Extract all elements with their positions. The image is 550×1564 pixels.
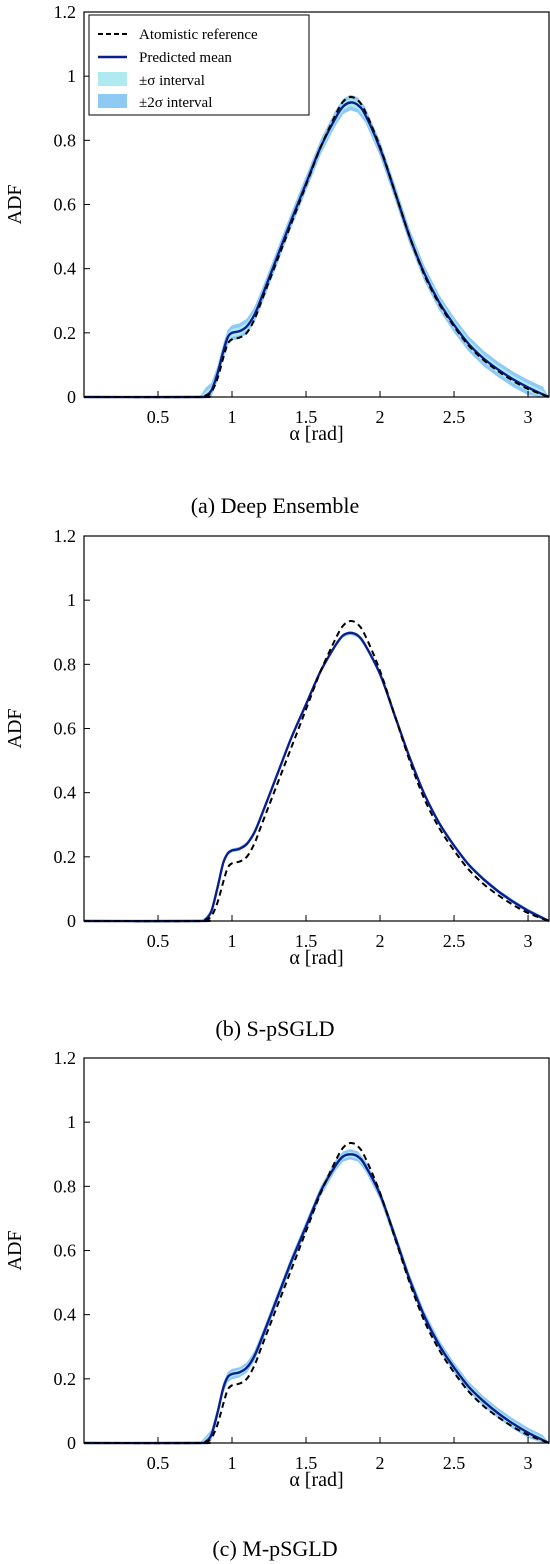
predicted-mean-line [83,631,550,923]
y-tick-label: 0.6 [54,1241,77,1261]
y-axis-title: ADF [4,708,26,748]
panel-caption: (b) S-pSGLD [215,1016,334,1041]
uncertainty-bands [84,1149,549,1443]
y-tick-label: 1 [67,590,76,610]
plot-frame [83,535,550,922]
x-axis-title: α [rad] [289,423,343,445]
panel-deep-ensemble: 0.5 1 1.5 2 2.5 3 0 0.2 0.4 0.6 0.8 1 1.2 ADF α [rad… [4,2,550,518]
x-tick-label: 1 [228,1453,237,1473]
panel-m-psgld: 0.5 1 1.5 2 2.5 3 0 0.2 0.4 0.6 0.8 1 1.2 ADF α [rad… [4,1048,550,1561]
x-axis-title: α [rad] [289,1469,343,1491]
x-tick-label: 2 [376,1453,385,1473]
series-lines [83,1141,550,1445]
y-axis-title: ADF [4,1230,26,1270]
series-lines [83,619,550,923]
x-tick-label: 2 [376,407,385,427]
axis-ticks: 0.5 1 1.5 2 2.5 3 0 0.2 0.4 0.6 0.8 1 1.2 [54,2,533,427]
x-tick-label: 1.5 [295,1453,318,1473]
predicted-mean-line [83,1153,550,1445]
band-2sigma [84,1149,549,1443]
x-axis-title: α [rad] [289,947,343,969]
y-tick-label: 1.2 [54,2,77,22]
y-tick-label: 0.8 [54,1176,77,1196]
y-tick-label: 0.2 [54,323,77,343]
x-tick-label: 0.5 [147,931,170,951]
y-tick-label: 1 [67,1112,76,1132]
x-tick-label: 0.5 [147,1453,170,1473]
y-tick-label: 0.2 [54,1369,77,1389]
x-tick-label: 1 [228,931,237,951]
axis-ticks: 0.5 1 1.5 2 2.5 3 0 0.2 0.4 0.6 0.8 1 1.2 [54,1048,533,1473]
plot-frame [83,1057,550,1444]
panel-caption: (c) M-pSGLD [212,1536,337,1561]
uncertainty-bands [84,94,549,398]
y-tick-label: 1.2 [54,526,77,546]
y-tick-label: 0.2 [54,847,77,867]
legend-label-sigma2: ±2σ interval [139,95,212,111]
x-tick-label: 3 [524,1453,533,1473]
y-axis-title: ADF [4,184,26,224]
atomistic-reference-line [83,95,550,399]
y-tick-label: 0.4 [54,1305,77,1325]
y-tick-label: 1.2 [54,1048,77,1068]
band-1sigma [84,1151,549,1443]
atomistic-reference-line [83,1141,550,1445]
panel-caption: (a) Deep Ensemble [191,493,360,518]
predicted-mean-line [83,101,550,399]
legend-label-sigma1: ±σ interval [139,73,205,89]
y-tick-label: 0.8 [54,130,77,150]
legend-label-mean: Predicted mean [139,50,232,66]
x-tick-label: 1.5 [295,407,318,427]
x-tick-label: 2 [376,931,385,951]
y-tick-label: 0 [67,1433,76,1453]
x-tick-label: 3 [524,407,533,427]
panel-s-psgld: 0.5 1 1.5 2 2.5 3 0 0.2 0.4 0.6 0.8 1 1.2 ADF α [rad… [4,526,550,1041]
y-tick-label: 0 [67,911,76,931]
legend: Atomistic reference Predicted mean ±σ in… [88,14,310,116]
y-tick-label: 0.6 [54,195,77,215]
x-tick-label: 2.5 [443,931,466,951]
legend-swatch-sigma1 [98,72,127,86]
y-tick-label: 0.4 [54,259,77,279]
x-tick-label: 1.5 [295,931,318,951]
band-2sigma [84,631,549,921]
axis-ticks: 0.5 1 1.5 2 2.5 3 0 0.2 0.4 0.6 0.8 1 1.2 [54,526,533,951]
y-tick-label: 0.4 [54,783,77,803]
legend-label-reference: Atomistic reference [139,27,258,43]
x-tick-label: 2.5 [443,1453,466,1473]
y-tick-label: 0 [67,387,76,407]
x-tick-label: 2.5 [443,407,466,427]
series-lines [83,95,550,399]
uncertainty-bands [84,631,549,921]
x-tick-label: 1 [228,407,237,427]
x-tick-label: 3 [524,931,533,951]
band-1sigma [84,631,549,921]
y-tick-label: 0.8 [54,654,77,674]
legend-swatch-sigma2 [98,94,127,108]
band-1sigma [84,98,549,397]
y-tick-label: 0.6 [54,719,77,739]
atomistic-reference-line [83,619,550,923]
y-tick-label: 1 [67,66,76,86]
x-tick-label: 0.5 [147,407,170,427]
